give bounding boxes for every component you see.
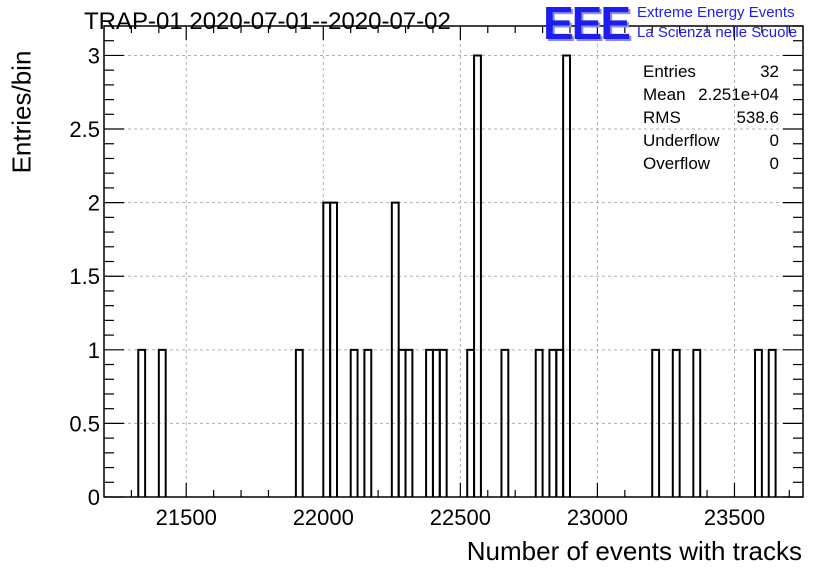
stats-row-rms: RMS 538.6 xyxy=(643,106,779,129)
histogram-bin xyxy=(534,348,544,497)
y-tick-label: 1 xyxy=(88,338,100,363)
x-tick-label: 22000 xyxy=(293,505,354,530)
x-tick-label: 21500 xyxy=(156,505,217,530)
stats-value: 32 xyxy=(760,62,779,81)
y-tick-label: 0 xyxy=(88,485,100,510)
histogram-bin xyxy=(349,348,359,497)
y-axis-label: Entries/bin xyxy=(6,50,37,174)
stats-key: Underflow xyxy=(643,131,720,150)
histogram-bin xyxy=(562,54,571,497)
x-tick-label: 23500 xyxy=(704,505,765,530)
stats-value: 2.251e+04 xyxy=(698,85,779,104)
stats-row-entries: Entries 32 xyxy=(643,60,779,83)
histogram-bin xyxy=(404,348,414,497)
y-axis-ticks: 0 0.5 1 1.5 2 2.5 3 xyxy=(69,25,803,510)
stats-key: Overflow xyxy=(643,154,711,173)
x-axis-ticks: 21500 22000 22500 23000 23500 xyxy=(130,26,790,530)
histogram-bin xyxy=(754,348,763,497)
histogram-bin xyxy=(438,348,448,497)
histogram-bin xyxy=(671,348,681,497)
histogram-bin xyxy=(473,54,482,497)
grid-lines xyxy=(104,26,803,497)
histogram-bars xyxy=(137,54,777,497)
stats-box: Entries 32 Mean 2.251e+04 RMS 538.6 Unde… xyxy=(643,60,779,175)
stats-row-overflow: Overflow 0 xyxy=(643,152,779,175)
eee-logo: EEE xyxy=(543,0,631,49)
logo-line-1: Extreme Energy Events xyxy=(637,4,795,21)
histogram-bin xyxy=(692,348,702,497)
histogram-bin xyxy=(500,348,510,497)
stats-row-underflow: Underflow 0 xyxy=(643,129,779,152)
y-tick-label: 3 xyxy=(88,43,100,68)
histogram-bin xyxy=(363,348,373,497)
y-tick-label: 2 xyxy=(88,191,100,216)
logo-line-2: La Scienza nelle Scuole xyxy=(637,24,798,41)
x-tick-label: 23000 xyxy=(567,505,628,530)
y-tick-label: 0.5 xyxy=(69,411,100,436)
stats-row-mean: Mean 2.251e+04 xyxy=(643,83,779,106)
histogram-bin xyxy=(137,348,147,497)
histogram-bin xyxy=(294,348,304,497)
stats-key: RMS xyxy=(643,108,681,127)
chart-title: TRAP-01 2020-07-01--2020-07-02 xyxy=(84,8,451,35)
stats-key: Mean xyxy=(643,85,686,104)
histogram-bin xyxy=(157,348,167,497)
stats-value: 538.6 xyxy=(736,108,779,127)
y-tick-label: 1.5 xyxy=(69,264,100,289)
histogram-bin xyxy=(651,348,661,497)
histogram-bin xyxy=(329,201,338,497)
stats-value: 0 xyxy=(769,154,779,173)
histogram-bin xyxy=(767,348,777,497)
stats-value: 0 xyxy=(769,131,779,150)
x-axis-label: Number of events with tracks xyxy=(466,536,802,566)
y-tick-label: 2.5 xyxy=(69,117,100,142)
x-tick-label: 22500 xyxy=(430,505,491,530)
stats-key: Entries xyxy=(643,62,696,81)
logo-caption: Extreme Energy Events La Scienza nelle S… xyxy=(637,3,797,43)
